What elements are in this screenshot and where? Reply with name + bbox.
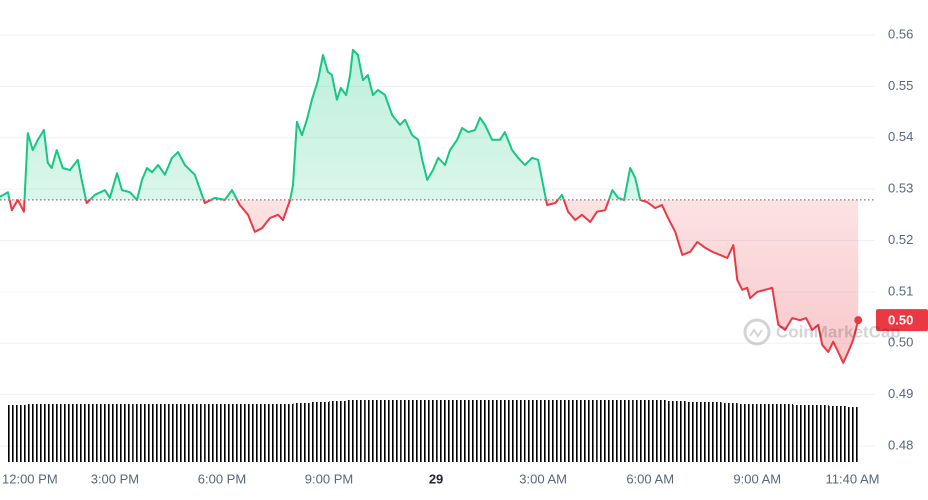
volume-bar — [132, 404, 151, 462]
volume-bar — [436, 400, 454, 462]
volume-bars — [7, 400, 858, 462]
volume-bar — [721, 403, 740, 462]
x-tick-label: 12:00 PM — [2, 471, 58, 486]
y-tick-label: 0.50 — [888, 335, 913, 350]
volume-bar — [61, 404, 80, 462]
watermark-logo-mark — [749, 328, 763, 338]
y-tick-label: 0.49 — [888, 386, 913, 401]
volume-bar — [792, 405, 811, 462]
volume-bar — [364, 400, 383, 462]
x-tick-label: 29 — [429, 471, 443, 486]
volume-bar — [703, 402, 722, 462]
last-point — [854, 316, 863, 325]
volume-bar — [311, 402, 330, 462]
x-tick-label: 3:00 AM — [519, 471, 567, 486]
volume-bar — [650, 400, 669, 462]
volume-bar — [453, 400, 472, 462]
volume-bar — [97, 404, 115, 462]
volume-bar — [293, 403, 312, 462]
volume-bar — [400, 400, 419, 462]
volume-bar — [507, 400, 526, 462]
x-tick-label: 9:00 AM — [733, 471, 781, 486]
volume-bar — [186, 404, 205, 462]
volume-bar — [114, 404, 133, 462]
current-price-box — [876, 309, 928, 332]
y-tick-label: 0.51 — [888, 283, 913, 298]
volume-bar — [775, 404, 793, 462]
volume-bar — [7, 405, 26, 462]
area-down — [0, 199, 859, 363]
volume-bar — [25, 404, 44, 462]
y-tick-label: 0.54 — [888, 129, 913, 144]
volume-bar — [168, 404, 187, 462]
volume-bar — [846, 407, 858, 462]
volume-bar — [150, 404, 169, 462]
x-tick-label: 6:00 PM — [198, 471, 246, 486]
volume-bar — [382, 400, 401, 462]
volume-bar — [329, 401, 347, 462]
volume-bar — [614, 400, 633, 462]
price-line-down — [8, 199, 860, 364]
volume-bar — [525, 400, 544, 462]
volume-bar — [828, 406, 847, 462]
y-tick-label: 0.48 — [888, 438, 913, 453]
volume-bar — [560, 400, 579, 462]
area-up — [0, 49, 641, 200]
volume-bar — [578, 400, 597, 462]
volume-bar — [204, 404, 222, 462]
volume-bar — [418, 400, 437, 462]
watermark-logo — [743, 318, 771, 346]
volume-bar — [43, 404, 62, 462]
x-tick-label: 6:00 AM — [626, 471, 674, 486]
y-tick-label: 0.52 — [888, 232, 913, 247]
x-tick-label: 11:40 AM — [826, 471, 880, 486]
price-line-up — [0, 48, 644, 200]
volume-bar — [632, 400, 651, 462]
y-tick-label: 0.56 — [888, 26, 913, 41]
volume-bar — [685, 402, 704, 462]
volume-bar — [596, 400, 615, 462]
volume-bar — [239, 404, 258, 462]
volume-bar — [668, 401, 686, 462]
volume-bar — [346, 400, 365, 462]
volume-bar — [757, 404, 776, 462]
volume-bar — [79, 404, 98, 462]
volume-bar — [739, 404, 758, 462]
volume-bar — [471, 400, 490, 462]
x-tick-label: 3:00 PM — [91, 471, 139, 486]
x-tick-label: 9:00 PM — [305, 471, 353, 486]
watermark-text: CoinMarketCap — [776, 322, 901, 341]
watermark: CoinMarketCap — [743, 318, 901, 346]
volume-bar — [275, 404, 294, 462]
volume-bar — [221, 404, 240, 462]
volume-bar — [810, 405, 829, 462]
y-tick-label: 0.55 — [888, 78, 913, 93]
volume-bar — [257, 404, 276, 462]
current-price-label: 0.50 — [888, 313, 913, 328]
volume-bar — [543, 400, 561, 462]
y-tick-label: 0.53 — [888, 181, 913, 196]
volume-bar — [489, 400, 508, 462]
